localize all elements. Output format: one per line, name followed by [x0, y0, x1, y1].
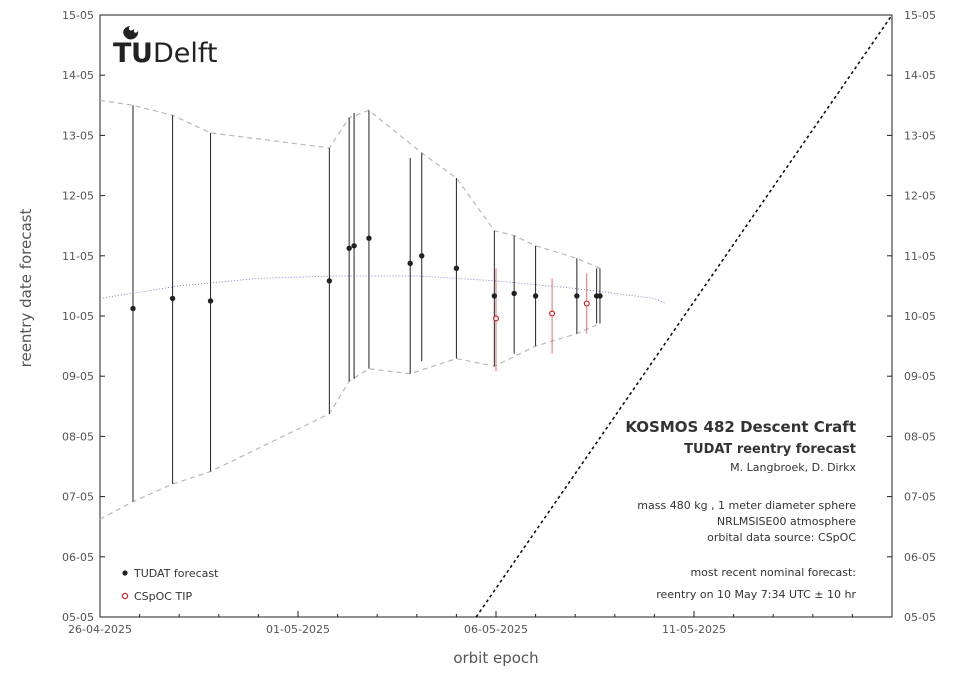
x-ticks: 26-04-2025 01-05-2025 06-05-2025 11-05-2025: [68, 611, 893, 636]
info-forecast-value: reentry on 10 May 7:34 UTC ± 10 hr: [656, 588, 856, 601]
x-tick-label-1: 01-05-2025: [266, 623, 330, 636]
legend-marker-tudat: [122, 570, 128, 576]
y-tick-label-right-4: 09-05: [904, 370, 936, 383]
info-block: KOSMOS 482 Descent Craft TUDAT reentry f…: [625, 418, 856, 601]
x-axis-title: orbit epoch: [453, 649, 538, 667]
x-tick-label-0: 26-04-2025: [68, 623, 132, 636]
logo-letter-u: U: [131, 38, 153, 69]
logo-letter-t: T: [113, 38, 132, 69]
y-tick-label-right-6: 11-05: [904, 250, 936, 263]
info-title: KOSMOS 482 Descent Craft: [625, 418, 856, 436]
legend-label-cspoc: CSpOC TIP: [134, 590, 192, 603]
tudat-point-12: [532, 293, 539, 299]
info-subtitle: TUDAT reentry forecast: [684, 442, 856, 457]
upper-envelope-line: [99, 99, 601, 269]
legend-marker-cspoc: [121, 592, 129, 600]
flame-icon: [123, 26, 139, 40]
tudat-point-6: [366, 235, 372, 241]
tudat-point-5: [351, 243, 357, 249]
y-tick-label-right-0: 05-05: [904, 611, 936, 624]
y-tick-label-left-9: 14-05: [62, 69, 94, 82]
tudat-point-11: [511, 290, 517, 297]
diagonal-line: [475, 14, 893, 618]
info-param-mass: mass 480 kg , 1 meter diameter sphere: [637, 499, 856, 512]
y-tick-label-right-3: 08-05: [904, 430, 936, 443]
y-tick-label-left-3: 08-05: [62, 430, 94, 443]
y-tick-label-right-1: 06-05: [904, 551, 936, 564]
nominal-trend-line: [99, 275, 667, 304]
nominal-trend: [99, 275, 667, 304]
cspoc-point-2: [583, 300, 590, 307]
tu-delft-logo: T U Delft: [113, 26, 218, 69]
legend-label-tudat: TUDAT forecast: [133, 567, 219, 580]
y-tick-label-left-7: 12-05: [62, 190, 94, 203]
tudat-point-1: [169, 295, 176, 302]
y-tick-label-right-7: 12-05: [904, 190, 936, 203]
y-tick-label-left-10: 15-05: [62, 9, 94, 22]
y-tick-label-left-1: 06-05: [62, 551, 94, 564]
tudat-point-10: [491, 293, 498, 299]
y-tick-label-left-5: 10-05: [62, 310, 94, 323]
info-param-source: orbital data source: CSpOC: [707, 531, 856, 544]
tudat-point-9: [453, 265, 460, 272]
y-tick-label-right-5: 10-05: [904, 310, 936, 323]
reentry-epoch-diagonal: [475, 14, 893, 618]
y-tick-label-left-6: 11-05: [62, 250, 94, 263]
info-authors: M. Langbroek, D. Dirkx: [730, 461, 856, 474]
tudat-point-15: [597, 293, 603, 299]
y-tick-label-right-9: 14-05: [904, 69, 936, 82]
y-tick-label-right-8: 13-05: [904, 129, 936, 142]
tudat-point-0: [130, 305, 136, 312]
cspoc-point-1: [549, 310, 556, 317]
y-tick-label-right-10: 15-05: [904, 9, 936, 22]
x-tick-label-2: 06-05-2025: [464, 623, 528, 636]
cspoc-point-0: [493, 315, 500, 322]
y-axis-title: reentry date forecast: [17, 209, 35, 368]
tudat-point-13: [574, 293, 580, 299]
y-tick-label-left-8: 13-05: [62, 129, 94, 142]
y-ticks: 05-05 05-05 06-05 06-05 07-05 07-05 08-05 08-05…: [62, 9, 936, 624]
info-forecast-label: most recent nominal forecast:: [690, 566, 856, 579]
tudat-point-4: [346, 245, 352, 251]
y-tick-label-left-0: 05-05: [62, 611, 94, 624]
logo-word: Delft: [153, 38, 218, 69]
legend: TUDAT forecast CSpOC TIP: [121, 567, 219, 603]
x-tick-label-3: 11-05-2025: [662, 623, 726, 636]
tudat-point-7: [407, 260, 413, 267]
tudat-point-8: [419, 253, 425, 259]
y-tick-label-left-4: 09-05: [62, 370, 94, 383]
data-points: [130, 235, 603, 322]
tudat-point-3: [326, 278, 333, 284]
y-tick-label-left-2: 07-05: [62, 491, 94, 504]
tudat-point-2: [207, 298, 214, 304]
info-param-atmosphere: NRLMSISE00 atmosphere: [717, 515, 856, 528]
y-tick-label-right-2: 07-05: [904, 491, 936, 504]
